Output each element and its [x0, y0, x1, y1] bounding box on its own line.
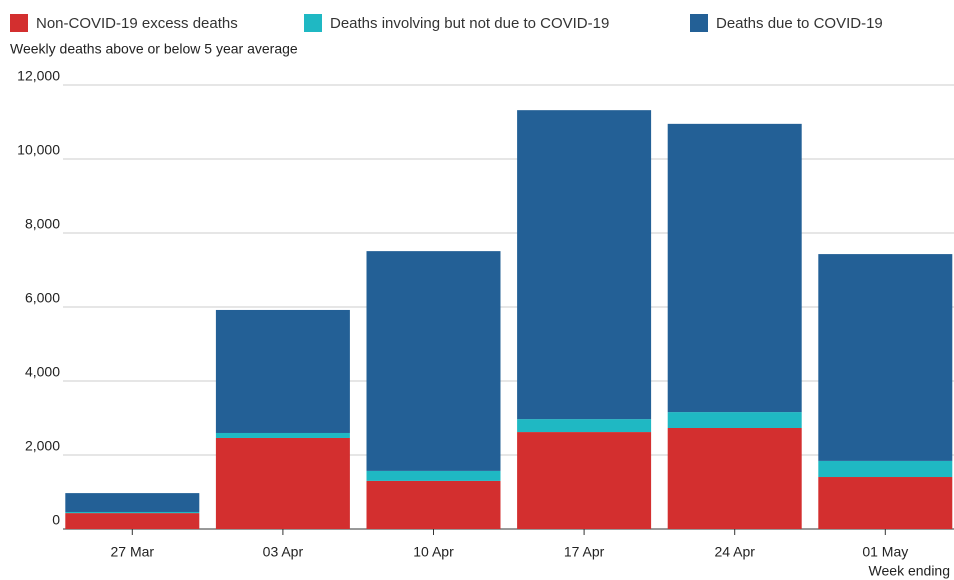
legend-label: Non-COVID-19 excess deaths — [36, 15, 238, 32]
bar-segment — [517, 110, 652, 420]
x-axis-label: Week ending — [869, 563, 950, 579]
bar-segment — [215, 309, 350, 433]
bar-segment — [517, 432, 652, 529]
legend-swatch — [304, 14, 322, 32]
bar-segment — [366, 251, 501, 471]
x-tick-label: 10 Apr — [413, 544, 454, 560]
y-tick-label: 4,000 — [25, 364, 60, 380]
bar-segment — [65, 513, 200, 529]
legend-swatch — [10, 14, 28, 32]
y-tick-label: 0 — [52, 512, 60, 528]
legend-label: Deaths due to COVID-19 — [716, 15, 883, 32]
bar-segment — [65, 493, 200, 512]
y-tick-label: 10,000 — [17, 142, 60, 158]
y-tick-label: 12,000 — [17, 68, 60, 84]
bar-segment — [215, 437, 350, 529]
legend-swatch — [690, 14, 708, 32]
bar-segment — [667, 123, 802, 413]
x-tick-label: 01 May — [862, 544, 908, 560]
x-tick-label: 03 Apr — [263, 544, 304, 560]
y-tick-label: 2,000 — [25, 438, 60, 454]
bar-segment — [818, 477, 953, 529]
y-tick-label: 6,000 — [25, 290, 60, 306]
chart-subtitle: Weekly deaths above or below 5 year aver… — [10, 41, 298, 57]
bar-segment — [818, 460, 953, 478]
x-tick-label: 27 Mar — [111, 544, 155, 560]
bar-segment — [667, 427, 802, 529]
y-tick-label: 8,000 — [25, 216, 60, 232]
legend-label: Deaths involving but not due to COVID-19 — [330, 15, 609, 32]
bar-segment — [366, 470, 501, 481]
bar-segment — [818, 254, 953, 461]
bar-segment — [667, 412, 802, 428]
bar-segment — [517, 419, 652, 433]
x-tick-label: 24 Apr — [714, 544, 755, 560]
bar-segment — [366, 480, 501, 529]
x-tick-label: 17 Apr — [564, 544, 605, 560]
bar-segment — [215, 432, 350, 438]
bar-segment — [65, 511, 200, 514]
